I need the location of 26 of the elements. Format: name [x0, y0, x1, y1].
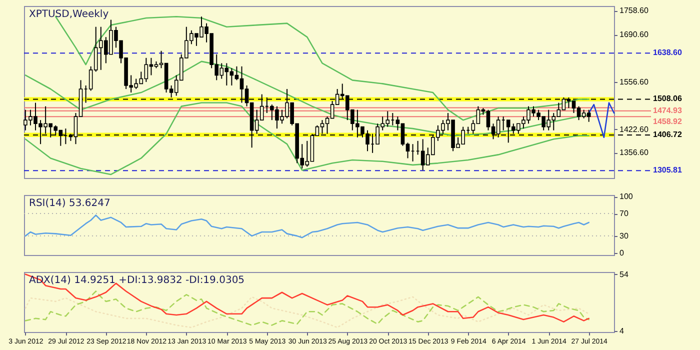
line-series [24, 214, 590, 238]
y-tick-label: 30 [620, 231, 629, 240]
line-series [24, 290, 590, 326]
y-tick-label: 1556.60 [620, 78, 649, 87]
ref-line-label: 1474.93 [653, 106, 682, 115]
y-tick-label: 1356.60 [620, 148, 649, 158]
y-tick-label: 100 [620, 192, 634, 202]
chart-title: RSI(14) 53.6247 [29, 198, 110, 209]
ref-line-label: 1406.72 [653, 130, 682, 140]
y-tick-label: 1422.60 [620, 124, 649, 134]
line-series [24, 60, 590, 136]
ref-line-label: 1638.60 [653, 48, 682, 58]
chart-title: XPTUSD,Weekly [29, 9, 109, 20]
line-series [24, 274, 590, 322]
ref-line-label: 1458.92 [653, 116, 682, 126]
line-series [24, 296, 590, 328]
y-tick-label: 1690.60 [620, 30, 649, 40]
ref-line-label: 1305.81 [653, 166, 682, 175]
y-tick-label: 4 [620, 326, 624, 336]
y-tick-label: 0 [620, 248, 624, 258]
y-tick-label: 54 [620, 270, 629, 279]
line-series [24, 102, 590, 176]
y-tick-label: 70 [620, 209, 629, 218]
ref-line-label: 1508.06 [653, 94, 682, 104]
y-tick-label: 1758.60 [620, 6, 649, 16]
line-series [588, 102, 615, 138]
